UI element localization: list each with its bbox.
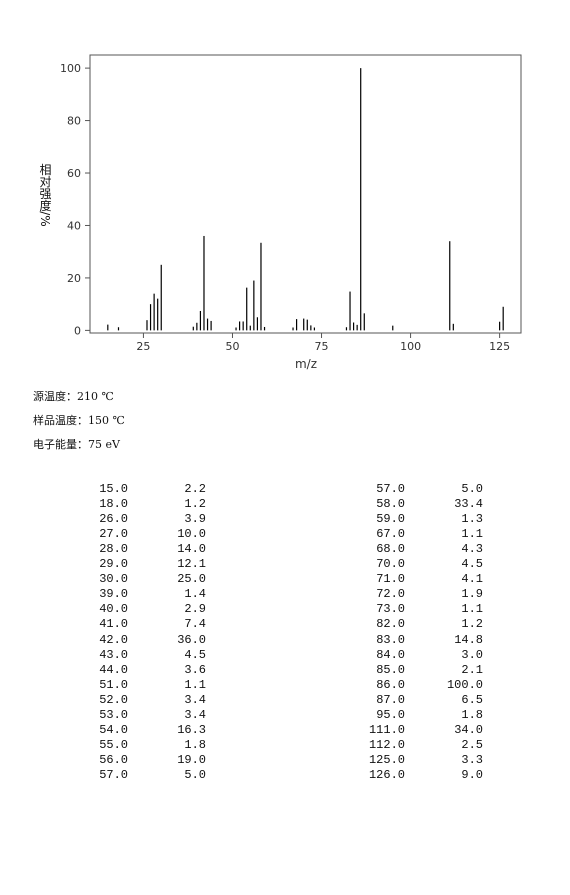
y-tick-label: 80 bbox=[67, 115, 81, 128]
intensity-cell: 2.1 bbox=[461, 662, 483, 677]
chart: m/z 相对强度/% 0 20 40 60 80 100 25 50 75 100 125 bbox=[38, 54, 522, 371]
mz-cell: 59.0 bbox=[376, 512, 405, 527]
mz-cell: 112.0 bbox=[368, 737, 405, 752]
y-axis-label: 相对强度/% bbox=[38, 163, 52, 227]
y-tick-label: 20 bbox=[67, 272, 81, 285]
mz-cell: 54.0 bbox=[99, 722, 128, 737]
intensity-cell: 4.3 bbox=[461, 542, 483, 557]
intensity-cell: 5.0 bbox=[184, 767, 206, 782]
intensity-cell: 1.1 bbox=[461, 527, 483, 542]
intensity-cell: 36.0 bbox=[177, 632, 206, 647]
intensity-cell: 12.1 bbox=[177, 557, 206, 572]
intensity-cell: 16.3 bbox=[177, 722, 206, 737]
intensity-cell: 7.4 bbox=[184, 617, 206, 632]
mz-cell: 111.0 bbox=[368, 722, 405, 737]
info-line: 源温度：210 ℃ bbox=[33, 390, 114, 403]
mz-cell: 85.0 bbox=[376, 662, 405, 677]
intensity-cell: 1.8 bbox=[184, 737, 206, 752]
intensity-cell: 14.0 bbox=[177, 542, 206, 557]
info-line: 样品温度：150 ℃ bbox=[33, 414, 125, 427]
y-tick-label: 0 bbox=[74, 324, 81, 337]
mz-cell: 57.0 bbox=[376, 482, 405, 496]
mz-cell: 71.0 bbox=[376, 572, 405, 587]
mz-cell: 28.0 bbox=[99, 542, 128, 557]
mz-cell: 41.0 bbox=[99, 617, 128, 632]
mz-cell: 40.0 bbox=[99, 602, 128, 617]
intensity-cell: 19.0 bbox=[177, 752, 206, 767]
mz-cell: 67.0 bbox=[376, 527, 405, 542]
intensity-cell: 25.0 bbox=[177, 572, 206, 587]
intensity-cell: 1.1 bbox=[184, 677, 206, 692]
intensity-cell: 1.1 bbox=[461, 602, 483, 617]
mz-cell: 70.0 bbox=[376, 557, 405, 572]
mz-cell: 29.0 bbox=[99, 557, 128, 572]
mz-cell: 68.0 bbox=[376, 542, 405, 557]
x-tick-label: 50 bbox=[225, 340, 239, 353]
intensity-cell: 2.9 bbox=[184, 602, 206, 617]
intensity-cell: 1.9 bbox=[461, 587, 483, 602]
intensity-cell: 3.4 bbox=[184, 707, 206, 722]
intensity-cell: 14.8 bbox=[454, 632, 483, 647]
intensity-cell: 1.3 bbox=[461, 512, 483, 527]
mz-cell: 126.0 bbox=[368, 767, 405, 782]
intensity-cell: 3.9 bbox=[184, 512, 206, 527]
mz-cell: 84.0 bbox=[376, 647, 405, 662]
x-tick-label: 125 bbox=[489, 340, 510, 353]
mz-cell: 39.0 bbox=[99, 587, 128, 602]
intensity-cell: 33.4 bbox=[454, 497, 483, 512]
info-line: 电子能量：75 eV bbox=[33, 438, 120, 451]
intensity-cell: 34.0 bbox=[454, 722, 483, 737]
x-axis-label: m/z bbox=[295, 357, 317, 371]
mz-cell: 125.0 bbox=[368, 752, 405, 767]
intensity-cell: 5.0 bbox=[461, 482, 483, 496]
mz-cell: 57.0 bbox=[99, 767, 128, 782]
intensity-cell: 2.2 bbox=[184, 482, 206, 496]
mz-cell: 95.0 bbox=[376, 707, 405, 722]
mz-cell: 26.0 bbox=[99, 512, 128, 527]
mz-cell: 58.0 bbox=[376, 497, 405, 512]
intensity-cell: 6.5 bbox=[461, 692, 483, 707]
mz-cell: 30.0 bbox=[99, 572, 128, 587]
mz-cell: 18.0 bbox=[99, 497, 128, 512]
y-tick-label: 60 bbox=[67, 167, 81, 180]
mz-cell: 72.0 bbox=[376, 587, 405, 602]
y-tick-label: 40 bbox=[67, 219, 81, 232]
intensity-cell: 3.6 bbox=[184, 662, 206, 677]
mz-cell: 43.0 bbox=[99, 647, 128, 662]
mz-cell: 55.0 bbox=[99, 737, 128, 752]
intensity-cell: 1.2 bbox=[184, 497, 206, 512]
mz-cell: 82.0 bbox=[376, 617, 405, 632]
mz-cell: 27.0 bbox=[99, 527, 128, 542]
intensity-cell: 9.0 bbox=[461, 767, 483, 782]
x-tick-label: 100 bbox=[400, 340, 421, 353]
intensity-cell: 1.2 bbox=[461, 617, 483, 632]
intensity-cell: 10.0 bbox=[177, 527, 206, 542]
y-tick-label: 100 bbox=[60, 62, 81, 75]
intensity-cell: 4.5 bbox=[184, 647, 206, 662]
mz-cell: 52.0 bbox=[99, 692, 128, 707]
mz-cell: 83.0 bbox=[376, 632, 405, 647]
intensity-cell: 1.8 bbox=[461, 707, 483, 722]
intensity-cell: 3.3 bbox=[461, 752, 483, 767]
intensity-cell: 4.1 bbox=[461, 572, 483, 587]
mz-cell: 53.0 bbox=[99, 707, 128, 722]
mz-cell: 51.0 bbox=[99, 677, 128, 692]
mz-cell: 86.0 bbox=[376, 677, 405, 692]
intensity-cell: 100.0 bbox=[446, 677, 483, 692]
mz-cell: 73.0 bbox=[376, 602, 405, 617]
plot-frame bbox=[89, 54, 522, 334]
mz-cell: 44.0 bbox=[99, 662, 128, 677]
mz-cell: 56.0 bbox=[99, 752, 128, 767]
intensity-cell: 1.4 bbox=[184, 587, 206, 602]
x-tick-label: 75 bbox=[315, 340, 329, 353]
mz-cell: 42.0 bbox=[99, 632, 128, 647]
intensity-cell: 2.5 bbox=[461, 737, 483, 752]
x-tick-label: 25 bbox=[136, 340, 150, 353]
mz-cell: 15.0 bbox=[99, 482, 128, 496]
intensity-cell: 3.4 bbox=[184, 692, 206, 707]
intensity-cell: 4.5 bbox=[461, 557, 483, 572]
mz-cell: 87.0 bbox=[376, 692, 405, 707]
intensity-cell: 3.0 bbox=[461, 647, 483, 662]
